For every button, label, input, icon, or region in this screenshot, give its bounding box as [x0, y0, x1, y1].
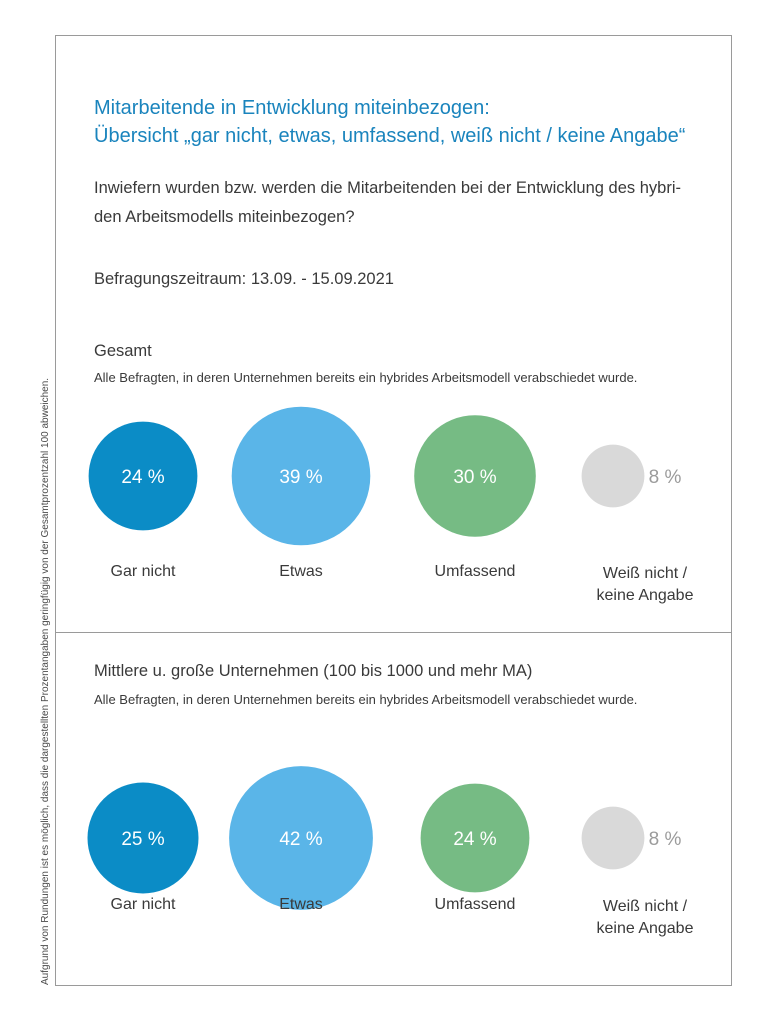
section-divider: [56, 632, 731, 633]
bubble-gar-nicht: [87, 782, 199, 894]
rounding-footnote: Aufgrund von Rundungen ist es möglich, d…: [40, 377, 51, 985]
category-label-weiss-nicht: Weiß nicht / keine Angabe: [565, 896, 725, 940]
section-subtitle-gesamt: Alle Befragten, in deren Unternehmen ber…: [94, 370, 638, 385]
section-title-gesamt: Gesamt: [94, 342, 152, 360]
chart-title-line-2: Übersicht „gar nicht, etwas, umfassend, …: [94, 125, 686, 147]
category-label-weiss-nicht-line-1: Weiß nicht /: [602, 565, 688, 582]
chart-title: Mitarbeitende in Entwicklung miteinbezog…: [94, 94, 714, 150]
category-label-etwas: Etwas: [279, 563, 323, 580]
bubble-etwas: [229, 766, 373, 910]
value-label-umfassend: 24 %: [453, 829, 496, 850]
value-label-etwas: 42 %: [279, 829, 322, 850]
category-label-weiss-nicht-line-2: keine Angabe: [596, 587, 694, 604]
survey-question-line-1: Inwiefern wurden bzw. werden die Mitarbe…: [94, 179, 681, 197]
bubble-chart-mittlere-grosse: 25 % 42 % 24 % 8 %: [87, 766, 682, 910]
category-label-gar-nicht: Gar nicht: [110, 896, 176, 913]
survey-question: Inwiefern wurden bzw. werden die Mitarbe…: [94, 174, 694, 232]
bubble-gar-nicht: [88, 421, 198, 531]
category-label-umfassend: Umfassend: [434, 896, 516, 913]
section-subtitle-mittlere-grosse: Alle Befragten, in deren Unternehmen ber…: [94, 692, 638, 707]
category-label-gar-nicht: Gar nicht: [110, 563, 176, 580]
bubble-etwas: [231, 406, 371, 546]
survey-period: Befragungszeitraum: 13.09. - 15.09.2021: [94, 270, 394, 288]
bubble-chart-gesamt: 24 % 39 % 30 % 8 %: [88, 406, 682, 546]
section-title-mittlere-grosse: Mittlere u. große Unternehmen (100 bis 1…: [94, 662, 533, 680]
value-label-gar-nicht: 24 %: [121, 467, 164, 488]
chart-frame: Mitarbeitende in Entwicklung miteinbezog…: [55, 35, 732, 986]
value-label-weiss-nicht: 8 %: [649, 467, 682, 488]
bubble-weiss-nicht: [581, 806, 645, 870]
survey-question-line-2: den Arbeitsmodells miteinbezogen?: [94, 208, 355, 226]
category-label-weiss-nicht-line-1: Weiß nicht /: [602, 898, 688, 915]
value-label-weiss-nicht: 8 %: [649, 829, 682, 850]
bubble-umfassend: [414, 415, 536, 537]
value-label-etwas: 39 %: [279, 467, 322, 488]
category-label-etwas: Etwas: [279, 896, 323, 913]
value-label-gar-nicht: 25 %: [121, 829, 164, 850]
value-label-umfassend: 30 %: [453, 467, 496, 488]
bubble-weiss-nicht: [581, 444, 645, 508]
category-label-umfassend: Umfassend: [434, 563, 516, 580]
category-label-weiss-nicht-line-2: keine Angabe: [596, 920, 694, 937]
category-label-weiss-nicht: Weiß nicht / keine Angabe: [565, 563, 725, 607]
bubble-umfassend: [420, 783, 530, 893]
chart-title-line-1: Mitarbeitende in Entwicklung miteinbezog…: [94, 97, 490, 119]
